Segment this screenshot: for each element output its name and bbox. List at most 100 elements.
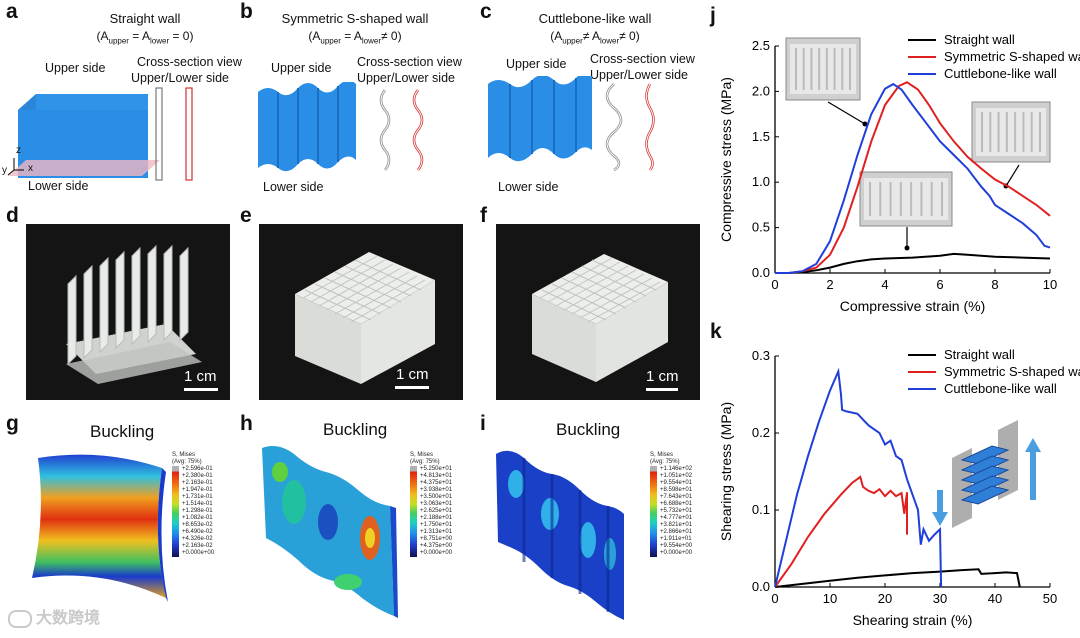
panel-label-b: b xyxy=(240,0,253,23)
cuttlebone-wall-illustration xyxy=(488,76,655,172)
fea-legend-value: +1.947e-01 xyxy=(182,487,213,493)
fea-colorbar-g xyxy=(172,466,179,557)
legend-label-0: Straight wall xyxy=(944,32,1015,47)
fea-legend-value: +1.514e-01 xyxy=(182,501,213,507)
fea-legend-value: +2.866e+01 xyxy=(660,529,693,535)
panel-c-upper-lower-label: Upper/Lower side xyxy=(590,68,688,82)
inset-arrow xyxy=(827,101,866,125)
shear-core-layer xyxy=(960,455,1010,475)
x-tick-label: 0 xyxy=(771,277,778,292)
chart-compressive: 0 2 4 6 8 10 0.0 0.5 1.0 1.5 2.0 2.5 Compressive str… xyxy=(718,32,1080,314)
y-tick-label: 0.0 xyxy=(752,265,770,280)
legend-label-1: Symmetric S-shaped wall xyxy=(944,49,1080,64)
panel-label-k: k xyxy=(710,320,722,343)
axis-x-label: x xyxy=(28,163,33,174)
inset-arrowhead xyxy=(862,121,868,127)
fea-legend-i-values: +1.146e+02 +1.051e+02 +9.554e+01 +8.598e+01… xyxy=(660,466,692,557)
legend-label-1: Symmetric S-shaped wall xyxy=(944,364,1080,379)
fea-legend-value: +1.146e+02 xyxy=(660,466,693,472)
scale-bar-f xyxy=(646,388,678,391)
shear-core-layer xyxy=(960,485,1010,505)
watermark-logo-icon xyxy=(8,609,32,628)
fea-legend-value: +5.250e+01 xyxy=(420,466,453,472)
fea-cuttlebone-wall-contour xyxy=(496,450,624,620)
fea-legend-value: +9.554e+00 xyxy=(660,543,693,549)
fea-legend-h-head-2: (Avg: 75%) xyxy=(410,459,440,465)
fea-legend-value: +8.653e-02 xyxy=(182,522,213,528)
panel-c-lower-side-label: Lower side xyxy=(498,180,559,194)
photo-straight-wall-sample: 1 cm xyxy=(26,224,230,400)
fea-legend-g: S, Mises (Avg: 75%) +2.596e-01 +2.380e-01… xyxy=(172,452,214,557)
panel-a-upper-side-label: Upper side xyxy=(45,61,106,75)
panel-label-i: i xyxy=(480,412,486,435)
panel-h-title: Buckling xyxy=(323,420,388,439)
y-tick-label: 0.1 xyxy=(752,502,770,517)
fea-s-shaped-wall-contour xyxy=(262,446,398,618)
fea-legend-h-head-1: S, Mises xyxy=(410,452,434,458)
x-tick-label: 20 xyxy=(878,591,892,606)
fea-colorbar-i xyxy=(650,466,657,557)
panel-c-equation: (Aupper≠ Alower≠ 0) xyxy=(550,29,640,46)
y-tick-label: 0.2 xyxy=(752,425,770,440)
fea-legend-value: +1.298e-01 xyxy=(182,508,213,514)
fea-legend-value: +1.731e-01 xyxy=(182,494,213,500)
fea-legend-value: +8.751e+00 xyxy=(420,536,453,542)
series-line-2 xyxy=(775,82,1051,274)
x-axis-label: Shearing strain (%) xyxy=(853,612,973,628)
fea-straight-wall-contour xyxy=(32,454,168,602)
panel-c-title: Cuttlebone-like wall xyxy=(538,11,652,26)
panel-label-h: h xyxy=(240,412,253,435)
x-tick-label: 2 xyxy=(826,277,833,292)
panel-b-equation: (Aupper = Alower≠ 0) xyxy=(308,29,402,46)
x-tick-label: 0 xyxy=(771,591,778,606)
panel-g-title: Buckling xyxy=(90,422,155,441)
y-tick-label: 0.5 xyxy=(752,220,770,235)
fea-legend-value: +0.000e+00 xyxy=(660,550,693,556)
panel-b-lower-side-label: Lower side xyxy=(263,180,324,194)
fea-legend-value: +8.598e+01 xyxy=(660,487,693,493)
fea-legend-g-head-1: S, Mises xyxy=(172,452,196,458)
panel-label-d: d xyxy=(6,204,19,227)
panel-c-cross-section-label: Cross-section view xyxy=(590,52,695,66)
xyz-axis-icon xyxy=(7,158,24,176)
fea-legend-value: +3.821e+01 xyxy=(660,522,693,528)
straight-wall-illustration xyxy=(7,87,193,181)
panel-a-cross-section-label: Cross-section view xyxy=(137,55,242,69)
inset-photo-sample xyxy=(790,44,856,94)
fea-legend-value: +5.732e+01 xyxy=(660,508,693,514)
panel-label-a: a xyxy=(6,0,18,23)
scale-bar-d xyxy=(184,388,218,391)
x-tick-label: 10 xyxy=(1043,277,1057,292)
panel-a-upper-lower-label: Upper/Lower side xyxy=(131,71,229,85)
y-tick-label: 0.0 xyxy=(752,579,770,594)
fea-legend-value: +2.163e-02 xyxy=(182,543,213,549)
series-line-2 xyxy=(774,367,943,588)
series-line-1 xyxy=(775,81,1051,274)
x-tick-label: 8 xyxy=(991,277,998,292)
fea-legend-value: +1.313e+01 xyxy=(420,529,453,535)
series-line-1 xyxy=(774,475,908,588)
inset-arrow xyxy=(1005,164,1020,187)
panel-b-upper-lower-label: Upper/Lower side xyxy=(357,71,455,85)
shear-arrowhead-up xyxy=(1025,438,1041,452)
fea-legend-value: +2.625e+01 xyxy=(420,508,453,514)
x-tick-label: 4 xyxy=(881,277,888,292)
fea-legend-value: +4.375e+00 xyxy=(420,543,453,549)
fea-legend-value: +0.000e+00 xyxy=(420,550,453,556)
panel-c-upper-side-label: Upper side xyxy=(506,57,567,71)
legend-label-0: Straight wall xyxy=(944,347,1015,362)
scale-label-f: 1 cm xyxy=(646,368,679,385)
fea-legend-value: +2.380e-01 xyxy=(182,473,213,479)
y-tick-label: 1.0 xyxy=(752,174,770,189)
x-tick-label: 10 xyxy=(823,591,837,606)
fea-legend-value: +4.813e+01 xyxy=(420,473,453,479)
photo-cuttlebone-wall-sample: 1 cm xyxy=(496,224,700,400)
chart-shearing: 0 10 20 30 40 50 0.0 0.1 0.2 0.3 Shearing strain (… xyxy=(718,347,1080,628)
x-tick-label: 40 xyxy=(988,591,1002,606)
fea-legend-g-head-2: (Avg: 75%) xyxy=(172,459,202,465)
inset-photo-sample xyxy=(976,108,1046,156)
s-shaped-wall-illustration xyxy=(258,82,424,172)
y-axis-label: Compressive stress (MPa) xyxy=(718,77,734,242)
series-line-0 xyxy=(775,252,1051,274)
fea-legend-value: +0.000e+00 xyxy=(182,550,215,556)
